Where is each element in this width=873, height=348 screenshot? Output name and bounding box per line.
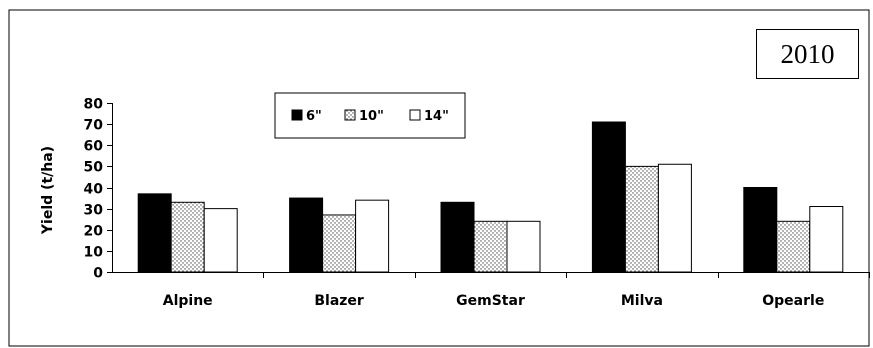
- bar-gemstar-series-2: [473, 220, 508, 273]
- bar-milva-series-2: [624, 165, 659, 273]
- legend-label: 6": [306, 109, 322, 124]
- bar-gemstar-series-1: [440, 201, 475, 273]
- x-tick-label: Alpine: [163, 293, 213, 309]
- year-label-box: 2010: [756, 29, 859, 79]
- y-tick-label: 80: [84, 97, 104, 113]
- x-tick-label: Opearle: [762, 293, 824, 309]
- chart-border: [8, 9, 870, 347]
- year-label: 2010: [780, 38, 835, 69]
- bars: [137, 121, 844, 273]
- bar-opearle-series-2: [776, 220, 811, 273]
- y-tick-label: 60: [84, 139, 104, 155]
- legend-label: 14": [424, 109, 449, 124]
- bar-blazer-series-2: [322, 214, 357, 273]
- x-tick-label: Milva: [621, 293, 663, 309]
- y-tick-label: 20: [84, 224, 104, 240]
- legend: 6" 10" 14": [274, 92, 466, 139]
- bar-alpine-series-3: [203, 208, 238, 273]
- x-tick-labels: Alpine Blazer GemStar Milva Opearle: [163, 293, 825, 309]
- bar-opearle-series-3: [809, 206, 844, 273]
- legend-swatch: [409, 109, 421, 121]
- y-axis-label: Yield (t/ha): [40, 146, 56, 235]
- legend-box: [274, 92, 466, 139]
- y-tick-label: 10: [84, 245, 104, 261]
- bar-milva-series-3: [657, 163, 692, 273]
- bar-alpine-series-1: [137, 193, 172, 273]
- y-tick-label: 70: [84, 118, 104, 134]
- legend-label: 10": [359, 109, 384, 124]
- bar-milva-series-1: [591, 121, 626, 273]
- x-tick-label: Blazer: [314, 293, 364, 309]
- y-tick-label: 40: [84, 182, 104, 198]
- x-tick-label: GemStar: [456, 293, 525, 309]
- legend-swatch: [344, 109, 356, 121]
- bar-opearle-series-1: [743, 187, 778, 273]
- bar-alpine-series-2: [170, 201, 205, 273]
- bar-gemstar-series-3: [506, 220, 541, 273]
- y-tick-label: 0: [93, 266, 103, 282]
- bar-blazer-series-3: [355, 199, 390, 273]
- legend-swatch: [291, 109, 303, 121]
- axes: 0 10 20 30 40 50 60 70 80: [84, 97, 870, 282]
- y-tick-label: 50: [84, 160, 104, 176]
- y-tick-label: 30: [84, 203, 104, 219]
- bar-blazer-series-1: [289, 197, 324, 273]
